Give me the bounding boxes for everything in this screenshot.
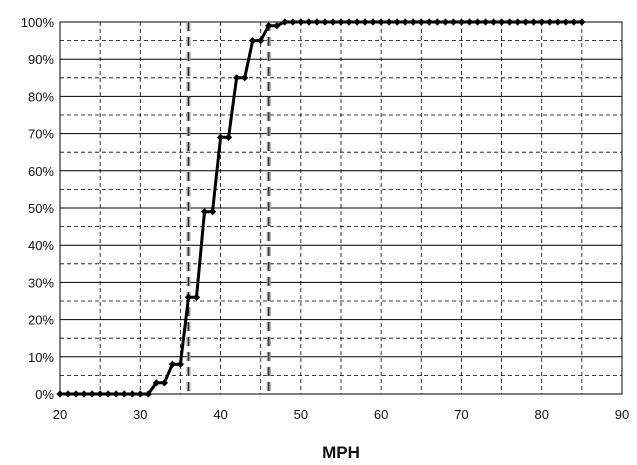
y-tick-label: 30% [28,275,54,290]
x-axis-title: MPH [322,443,360,462]
data-point [401,18,409,26]
data-point [321,18,329,26]
x-tick-label: 50 [294,407,308,422]
y-tick-label: 40% [28,238,54,253]
y-tick-label: 20% [28,313,54,328]
data-point [216,133,225,141]
data-point [265,22,273,30]
data-point [136,390,144,398]
data-points [56,18,586,398]
x-tick-label: 30 [133,407,147,422]
x-tick-labels: 20 30 40 50 60 70 80 90 [53,407,629,422]
data-point [176,360,185,368]
data-point [570,18,578,26]
data-point [353,18,361,26]
x-tick-label: 60 [374,407,388,422]
data-point [449,18,457,26]
data-point [305,18,313,26]
data-point [522,18,530,26]
data-point [433,18,441,26]
y-tick-label: 10% [28,350,54,365]
reference-lines [186,22,271,394]
data-point [562,18,570,26]
data-point [120,390,128,398]
data-point [208,208,217,216]
data-point [313,18,321,26]
data-point [152,379,160,387]
y-tick-label: 60% [28,164,54,179]
grid [60,22,622,394]
data-point [481,18,490,26]
data-point [64,390,72,398]
x-tick-label: 90 [615,407,629,422]
data-point [273,22,281,30]
x-tick-label: 40 [213,407,227,422]
data-point [281,18,289,26]
y-tick-label: 80% [28,89,54,104]
data-point [88,390,96,398]
y-tick-label: 70% [28,127,54,142]
data-point [497,18,506,26]
data-point [578,18,586,26]
data-point [425,18,433,26]
data-point [465,18,474,26]
data-point [337,18,345,26]
data-point [441,18,449,26]
data-point [192,293,201,301]
data-point [233,74,241,82]
data-point [168,360,176,368]
y-tick-label: 90% [28,52,54,67]
y-tick-label: 0% [35,387,54,402]
data-point [241,74,249,82]
data-point [144,390,152,398]
x-tick-label: 80 [534,407,548,422]
data-point [200,208,209,216]
data-point [96,390,104,398]
data-point [377,18,385,26]
data-point [112,390,120,398]
data-point [104,390,112,398]
data-point [554,18,562,26]
data-point [80,390,88,398]
data-point [506,18,514,26]
data-point [345,18,353,26]
data-point [249,37,257,45]
data-point [409,18,417,26]
data-point [329,18,337,26]
data-point [385,18,393,26]
y-tick-labels: 0% 10% 20% 30% 40% 50% 60% 70% 80% 90% 100% [21,15,55,402]
data-point [514,18,522,26]
data-point [489,18,498,26]
data-point [546,18,554,26]
data-point [457,18,466,26]
data-point [369,18,377,26]
data-point [56,390,64,398]
y-tick-label: 100% [21,15,55,30]
data-point [473,18,482,26]
data-point [160,379,168,387]
y-tick-label: 50% [28,201,54,216]
data-point [184,293,193,301]
data-point [257,37,265,45]
x-tick-label: 70 [454,407,468,422]
data-point [128,390,136,398]
data-point [393,18,401,26]
data-point [538,18,546,26]
data-point [297,18,305,26]
data-point [530,18,538,26]
data-point [225,133,233,141]
data-point [361,18,369,26]
data-point [417,18,425,26]
x-tick-label: 20 [53,407,67,422]
data-point [72,390,80,398]
data-point [289,18,297,26]
